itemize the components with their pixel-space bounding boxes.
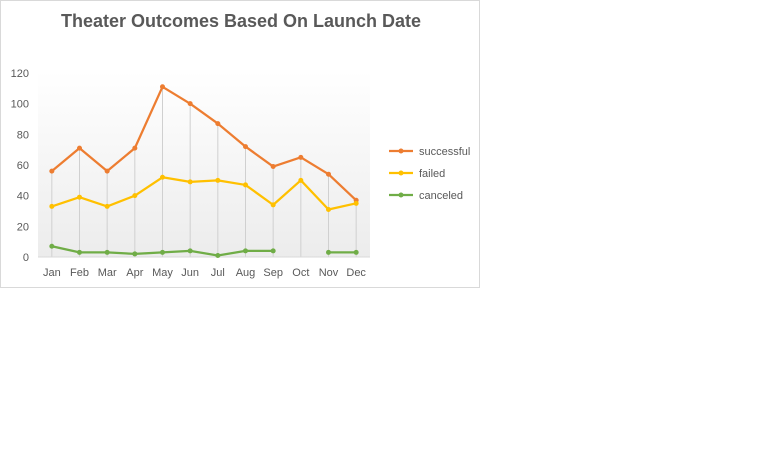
data-point xyxy=(49,243,55,249)
series-failed xyxy=(49,174,359,212)
data-point xyxy=(77,145,82,151)
data-point xyxy=(215,177,221,183)
data-point xyxy=(326,171,331,177)
data-point xyxy=(298,177,304,183)
data-point xyxy=(298,154,304,160)
x-tick-label: Sep xyxy=(263,267,283,279)
legend-label: successful xyxy=(419,146,470,158)
x-tick-label: Oct xyxy=(292,267,309,279)
y-tick-label: 60 xyxy=(17,160,29,172)
legend-label: failed xyxy=(419,168,445,180)
legend-marker xyxy=(398,170,404,176)
x-tick-label: Jun xyxy=(181,267,199,279)
data-point xyxy=(243,144,248,150)
data-point xyxy=(326,249,331,255)
data-point xyxy=(104,168,110,174)
data-point xyxy=(132,251,138,257)
chart-area: Theater Outcomes Based On Launch Date 0 2… xyxy=(0,0,480,288)
y-tick-label: 40 xyxy=(17,191,29,203)
y-axis: 0 20 40 60 80 100 120 xyxy=(11,68,29,264)
x-tick-label: Apr xyxy=(126,267,143,279)
x-tick-label: May xyxy=(152,267,173,279)
data-point xyxy=(353,249,359,255)
data-point xyxy=(49,168,55,174)
data-point xyxy=(187,179,193,185)
data-point xyxy=(187,248,193,254)
legend-label: canceled xyxy=(419,190,463,202)
y-tick-label: 120 xyxy=(11,68,29,80)
data-point xyxy=(270,248,276,254)
data-point xyxy=(77,194,82,200)
data-point xyxy=(270,202,276,208)
y-tick-label: 100 xyxy=(11,99,29,111)
y-tick-label: 80 xyxy=(17,129,29,141)
x-tick-label: Dec xyxy=(346,267,366,279)
data-point xyxy=(215,252,221,258)
data-point xyxy=(49,203,55,209)
x-tick-label: Feb xyxy=(70,267,89,279)
data-point xyxy=(160,84,165,90)
series-layer xyxy=(49,84,359,258)
x-tick-label: Nov xyxy=(319,267,339,279)
legend-marker xyxy=(398,192,404,198)
legend-marker xyxy=(398,148,404,154)
data-point xyxy=(160,174,165,180)
series-canceled xyxy=(49,243,359,258)
chart-title: Theater Outcomes Based On Launch Date xyxy=(60,11,422,31)
x-axis: Jan Feb Mar Apr May Jun Jul Aug Sep Oct Nov Dec xyxy=(43,267,366,279)
data-point xyxy=(132,193,138,199)
legend: successful failed canceled xyxy=(389,146,470,202)
data-point xyxy=(270,164,276,170)
data-point xyxy=(243,182,248,188)
x-tick-label: Jan xyxy=(43,267,61,279)
x-tick-label: Jul xyxy=(211,267,225,279)
data-point xyxy=(326,206,331,212)
x-tick-label: Mar xyxy=(98,267,117,279)
plot-area xyxy=(38,71,370,257)
data-point xyxy=(104,249,110,255)
y-tick-label: 20 xyxy=(17,221,29,233)
data-point xyxy=(243,248,248,254)
series-line xyxy=(50,85,358,202)
data-point xyxy=(215,121,221,127)
data-point xyxy=(353,200,359,206)
series-line xyxy=(50,176,358,211)
data-point xyxy=(132,145,138,151)
x-tick-label: Aug xyxy=(236,267,256,279)
data-point xyxy=(104,203,110,209)
series-successful xyxy=(49,84,359,203)
line-chart: 0 20 40 60 80 100 120 Jan Feb Mar Apr May Jun Jul Aug… xyxy=(11,68,471,279)
y-tick-label: 0 xyxy=(23,252,29,264)
data-point xyxy=(187,101,193,107)
data-point xyxy=(160,249,165,255)
data-point xyxy=(77,249,82,255)
